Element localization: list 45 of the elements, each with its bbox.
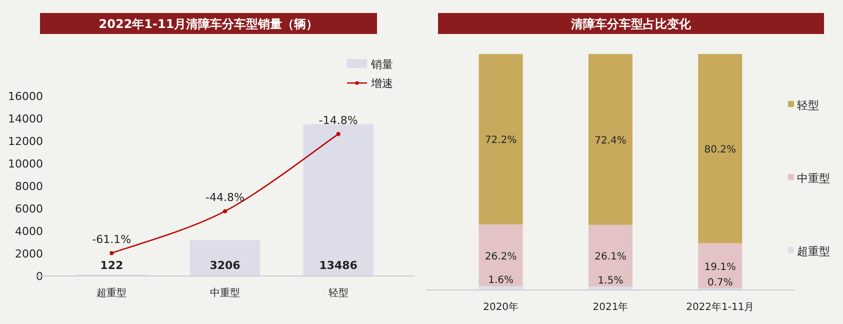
bar: [698, 243, 742, 288]
x-tick-label: 2022年1-11月: [686, 301, 754, 313]
data-label: 80.2%: [704, 144, 736, 156]
y-tick-label: 16000: [8, 90, 43, 103]
bar: [478, 286, 523, 290]
data-label: 3206: [210, 259, 241, 272]
y-tick-label: 10000: [8, 158, 43, 170]
bar: [303, 124, 374, 276]
legend-label: 轻型: [797, 99, 819, 112]
bar: [588, 224, 632, 286]
data-label: 1.5%: [598, 275, 624, 286]
data-label: -14.8%: [318, 114, 358, 128]
x-tick-label: 超重型: [96, 287, 127, 299]
y-tick-label: 4000: [15, 225, 43, 238]
legend-label: 销量: [370, 58, 393, 71]
data-label: 1.6%: [488, 275, 514, 286]
data-label: 26.2%: [484, 251, 517, 262]
bar: [478, 54, 523, 224]
data-label: -44.8%: [206, 191, 244, 204]
data-label: 26.1%: [594, 252, 626, 263]
bar: [698, 54, 742, 244]
y-tick-label: 14000: [8, 112, 43, 126]
data-label: 0.7%: [707, 277, 733, 288]
data-label: 13486: [319, 259, 358, 272]
x-tick-label: 轻型: [328, 287, 348, 299]
y-tick-label: 2000: [15, 248, 43, 260]
chart-title: 2022年1-11月清障车分车型销量（辆）: [98, 17, 318, 31]
legend-label: 中重型: [797, 172, 830, 185]
legend-label: 超重型: [797, 245, 830, 258]
data-label: 72.2%: [484, 135, 517, 146]
bar: [190, 240, 260, 276]
bar: [478, 224, 523, 286]
chart-title: 清障车分车型占比变化: [570, 17, 692, 31]
data-label: 72.4%: [594, 135, 626, 146]
legend-label: 增速: [370, 77, 393, 90]
data-label: -61.1%: [92, 233, 132, 246]
data-label: 19.1%: [704, 262, 736, 273]
data-label: 122: [100, 259, 124, 272]
y-tick-label: 8000: [15, 180, 43, 193]
bar: [588, 54, 632, 225]
y-tick-label: 12000: [8, 135, 43, 148]
x-tick-label: 中重型: [210, 287, 240, 299]
x-tick-label: 2020年: [483, 301, 519, 313]
x-tick-label: 2021年: [592, 301, 628, 313]
y-tick-label: 6000: [15, 202, 43, 216]
